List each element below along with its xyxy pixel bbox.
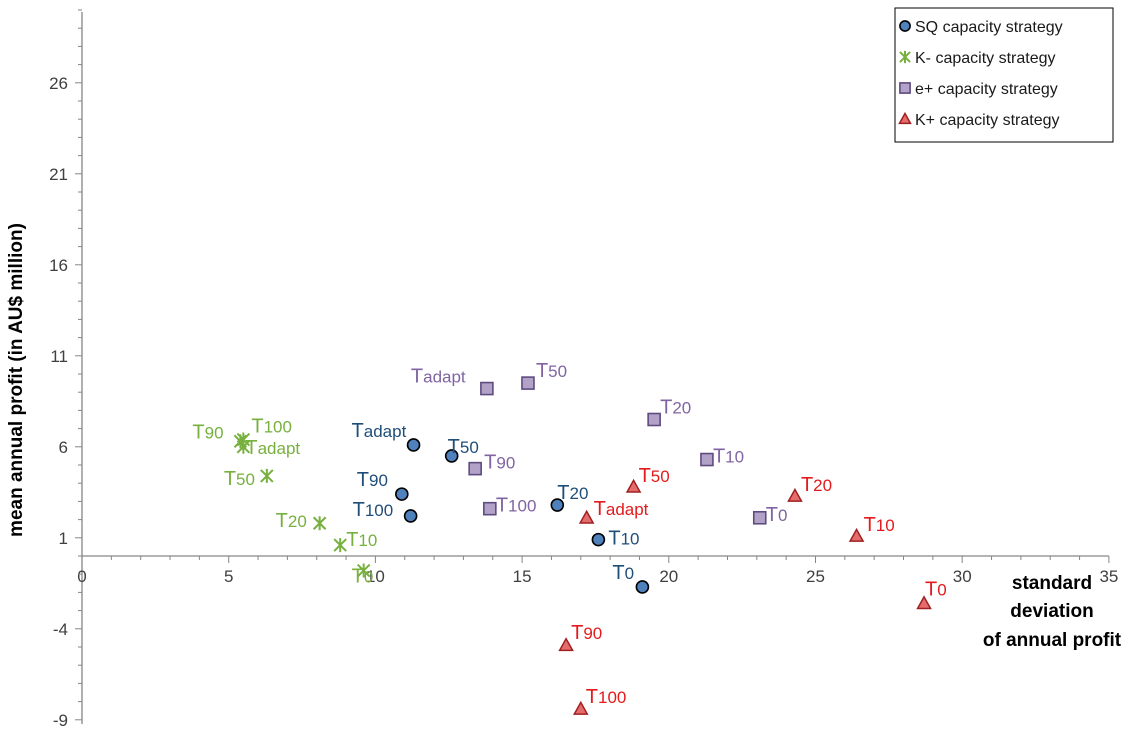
x-tick-label: 5 <box>224 567 233 586</box>
point-label: Tadapt <box>245 437 300 459</box>
legend-label: K- capacity strategy <box>915 50 1056 67</box>
legend-label: SQ capacity strategy <box>915 19 1063 36</box>
x-axis-ticks: 0 5 10 15 20 25 30 35 <box>77 556 1118 586</box>
data-point <box>444 449 459 463</box>
y-tick-label: -9 <box>53 711 68 730</box>
data-point <box>635 580 650 594</box>
point-label: T10 <box>864 514 895 536</box>
legend-frame <box>894 7 1114 143</box>
data-point <box>591 532 606 547</box>
legend-label: K+ capacity strategy <box>915 112 1060 129</box>
y-tick-label: 11 <box>50 347 68 366</box>
point-label: T50 <box>639 465 670 487</box>
point-label: Tadapt <box>352 420 407 442</box>
data-point <box>521 376 535 390</box>
data-point <box>647 412 661 427</box>
point-label: T90 <box>571 622 602 644</box>
point-label: T0 <box>925 578 947 600</box>
point-label: T90 <box>192 421 223 443</box>
data-point <box>483 501 497 516</box>
x-tick-label: 25 <box>806 567 825 586</box>
x-axis-title-line-2: deviation <box>1010 601 1093 622</box>
y-tick-label: -4 <box>53 620 68 639</box>
series-square: Tadapt T50 T20 T90 T10 T100 T0 <box>411 360 788 526</box>
legend: SQ capacity strategy K- capacity strategy… <box>894 7 1114 143</box>
point-label: T10 <box>346 529 377 551</box>
y-axis-title: mean annual profit (in AU$ million) <box>6 223 27 537</box>
x-axis-title-line-3: of annual profit <box>983 630 1122 651</box>
point-label: T50 <box>224 468 255 490</box>
data-point <box>752 510 767 525</box>
point-label: T0 <box>766 504 788 526</box>
data-point <box>848 527 865 542</box>
y-tick-label: 16 <box>49 256 68 275</box>
point-label: T50 <box>448 436 479 458</box>
legend-label: e+ capacity strategy <box>915 81 1058 98</box>
point-label: T20 <box>276 510 307 532</box>
x-tick-label: 35 <box>1099 567 1118 586</box>
point-label: T100 <box>586 686 627 708</box>
legend-item: K+ capacity strategy <box>898 111 1060 129</box>
point-label: T100 <box>496 495 537 517</box>
point-label: T10 <box>608 528 639 550</box>
point-label: T0 <box>612 562 634 584</box>
data-point <box>333 538 347 553</box>
data-point <box>356 563 371 578</box>
data-point <box>550 498 565 512</box>
point-label: T0 <box>352 566 374 588</box>
data-point <box>625 478 642 493</box>
point-label: T50 <box>536 360 567 382</box>
data-point <box>480 381 494 396</box>
data-point <box>312 516 327 531</box>
point-label: T100 <box>353 499 394 521</box>
point-label: Tadapt <box>594 498 649 520</box>
legend-item: K- capacity strategy <box>899 50 1056 67</box>
legend-marker <box>899 50 911 64</box>
legend-item: SQ capacity strategy <box>899 19 1063 36</box>
x-tick-label: 15 <box>513 567 532 586</box>
point-label: T90 <box>484 452 515 474</box>
x-tick-label: 20 <box>659 567 678 586</box>
point-label: T10 <box>713 446 744 468</box>
legend-marker <box>898 111 912 125</box>
data-point <box>916 595 932 610</box>
legend-marker <box>899 20 911 32</box>
data-point <box>578 509 595 524</box>
x-tick-label: 10 <box>366 567 385 586</box>
x-axis-title-line-1: standard <box>1012 573 1092 594</box>
data-point <box>395 487 409 501</box>
data-point <box>403 509 418 523</box>
series-triangle: T50 T20 Tadapt T10 T0 T90 T100 <box>558 465 947 715</box>
data-point <box>787 487 803 502</box>
data-point <box>558 637 574 652</box>
data-point <box>700 452 714 467</box>
point-label: T90 <box>357 469 388 491</box>
y-tick-label: 6 <box>59 438 68 457</box>
legend-item: e+ capacity strategy <box>899 81 1058 98</box>
point-label: T100 <box>251 416 292 438</box>
point-label: Tadapt <box>411 366 466 388</box>
data-point <box>260 468 274 483</box>
legend-marker <box>899 82 911 94</box>
x-tick-label: 0 <box>77 567 86 586</box>
data-point <box>573 700 589 715</box>
y-tick-label: 26 <box>49 74 68 93</box>
data-point <box>406 438 421 452</box>
axes <box>81 12 1109 724</box>
y-tick-label: 21 <box>49 165 68 184</box>
point-label: T20 <box>557 482 588 504</box>
y-tick-label: 1 <box>59 529 68 548</box>
data-point <box>236 439 251 454</box>
point-label: T20 <box>801 474 832 496</box>
x-tick-label: 30 <box>953 567 972 586</box>
point-label: T20 <box>660 397 691 419</box>
data-point <box>468 461 482 476</box>
